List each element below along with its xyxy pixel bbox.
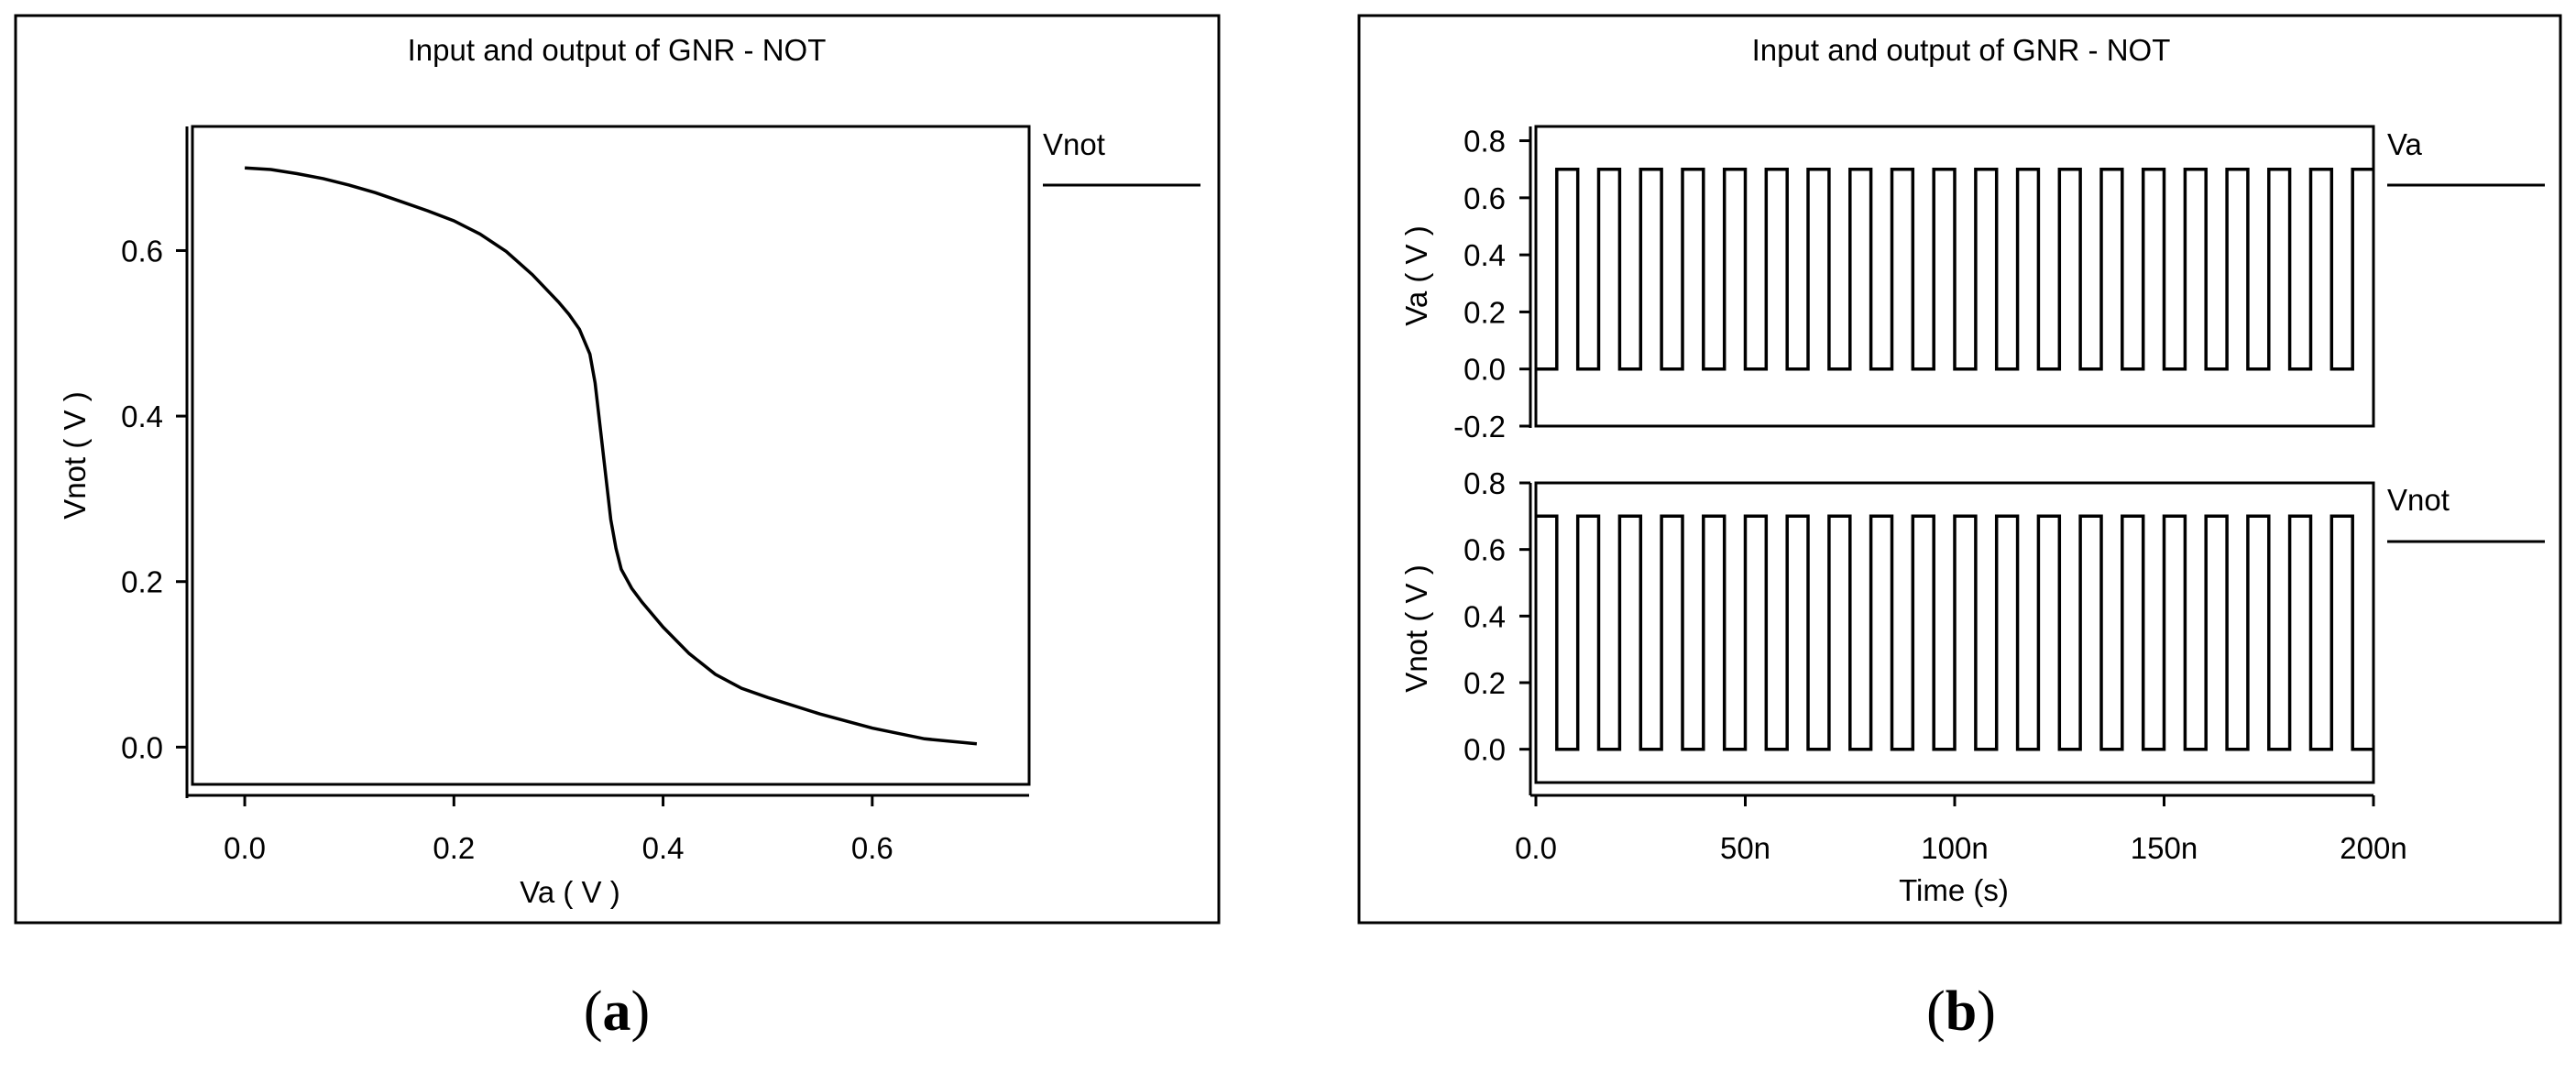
panel-a-vnot-curve <box>244 166 978 746</box>
panel-b-frame <box>1357 14 2562 925</box>
panel-b-vnot-y-tick-label: 0.4 <box>1463 599 1506 633</box>
panel-b-vnot-y-axis-label: Vnot ( V ) <box>1399 564 1433 692</box>
panel-b-va-y-tick-label: 0.8 <box>1463 125 1506 159</box>
panel-b-caption-open: ( <box>1926 980 1946 1043</box>
panel-a-x-tick-label: 0.4 <box>642 831 685 865</box>
panel-b-vnot-y-tick-label: 0.0 <box>1463 733 1506 767</box>
panel-b-va-waveform <box>1536 167 2373 371</box>
panel-b-va-y-ticks: -0.2 0.0 0.2 0.4 0.6 0.8 <box>1453 125 1530 443</box>
panel-b-vnot-plot-area <box>1534 481 2375 784</box>
panel-b-x-ticks: 0.0 50n 100n 150n 200n <box>1515 795 2407 865</box>
panel-b-va-y-axis-label: Va ( V ) <box>1399 225 1433 325</box>
panel-b-caption-label: (b) <box>1926 980 1996 1043</box>
panel-a-y-ticks: 0.0 0.2 0.4 0.6 <box>121 234 187 764</box>
panel-a-y-tick-label: 0.2 <box>121 565 163 599</box>
panel-b-vnot-y-tick-label: 0.6 <box>1463 533 1506 567</box>
panel-b-va-plot-area <box>1534 125 2375 428</box>
panel-b-va-y-tick-label: 0.2 <box>1463 295 1506 329</box>
panel-a-plot-area <box>191 125 1031 786</box>
panel-b-vnot-legend-label: Vnot <box>2387 483 2450 517</box>
panel-b-vnot-waveform <box>1536 514 2373 751</box>
panel-b-x-axis-label: Time (s) <box>1899 873 2009 907</box>
panel-b-x-tick-label: 150n <box>2131 831 2198 865</box>
panel-b-vnot-y-tick-label: 0.8 <box>1463 466 1506 500</box>
panel-a-title: Input and output of GNR - NOT <box>408 33 827 67</box>
panel-a-legend-label: Vnot <box>1043 127 1105 161</box>
panel-a: Input and output of GNR - NOT 0.0 0.2 0.4 0… <box>14 14 1221 925</box>
panel-a-caption-open: ( <box>584 980 603 1043</box>
panel-b-vnot-y-tick-label: 0.2 <box>1463 666 1506 700</box>
panel-a-x-tick-label: 0.6 <box>851 831 893 865</box>
panel-a-caption-label: (a) <box>584 980 650 1043</box>
panel-a-legend: Vnot <box>1043 127 1200 187</box>
panel-b-x-tick-label: 50n <box>1720 831 1770 865</box>
panel-b-vnot-legend: Vnot <box>2387 483 2545 543</box>
panel-a-y-tick-label: 0.4 <box>121 400 163 433</box>
panel-b-caption-close: ) <box>1977 980 1996 1043</box>
panel-a-y-axis-label: Vnot ( V ) <box>58 391 92 519</box>
panel-b-vnot-y-ticks: 0.0 0.2 0.4 0.6 0.8 <box>1463 466 1530 767</box>
panel-a-y-tick-label: 0.0 <box>121 730 163 764</box>
panel-a-x-tick-label: 0.0 <box>224 831 266 865</box>
panel-a-y-tick-label: 0.6 <box>121 234 163 268</box>
panel-a-x-axis-label: Va ( V ) <box>520 875 619 909</box>
panel-b-va-y-tick-label: -0.2 <box>1453 410 1506 443</box>
panel-a-caption-letter: a <box>603 980 631 1043</box>
panel-a-x-tick-label: 0.2 <box>433 831 475 865</box>
panel-a-x-ticks: 0.0 0.2 0.4 0.6 <box>224 795 893 865</box>
panel-b-va-legend: Va <box>2387 127 2545 187</box>
panel-b-caption-letter: b <box>1946 980 1977 1043</box>
panel-b: Input and output of GNR - NOT -0.2 0.0 0.2… <box>1357 14 2562 925</box>
panel-b-va-y-tick-label: 0.0 <box>1463 353 1506 387</box>
panel-a-frame <box>14 14 1221 925</box>
panel-b-va-y-tick-label: 0.4 <box>1463 238 1506 272</box>
panel-b-x-tick-label: 200n <box>2340 831 2406 865</box>
panel-a-caption-close: ) <box>631 980 651 1043</box>
panel-b-va-legend-label: Va <box>2387 127 2423 161</box>
panel-b-title: Input and output of GNR - NOT <box>1752 33 2171 67</box>
panel-b-va-y-tick-label: 0.6 <box>1463 181 1506 215</box>
panel-b-x-tick-label: 100n <box>1921 831 1988 865</box>
panel-b-x-tick-label: 0.0 <box>1515 831 1557 865</box>
